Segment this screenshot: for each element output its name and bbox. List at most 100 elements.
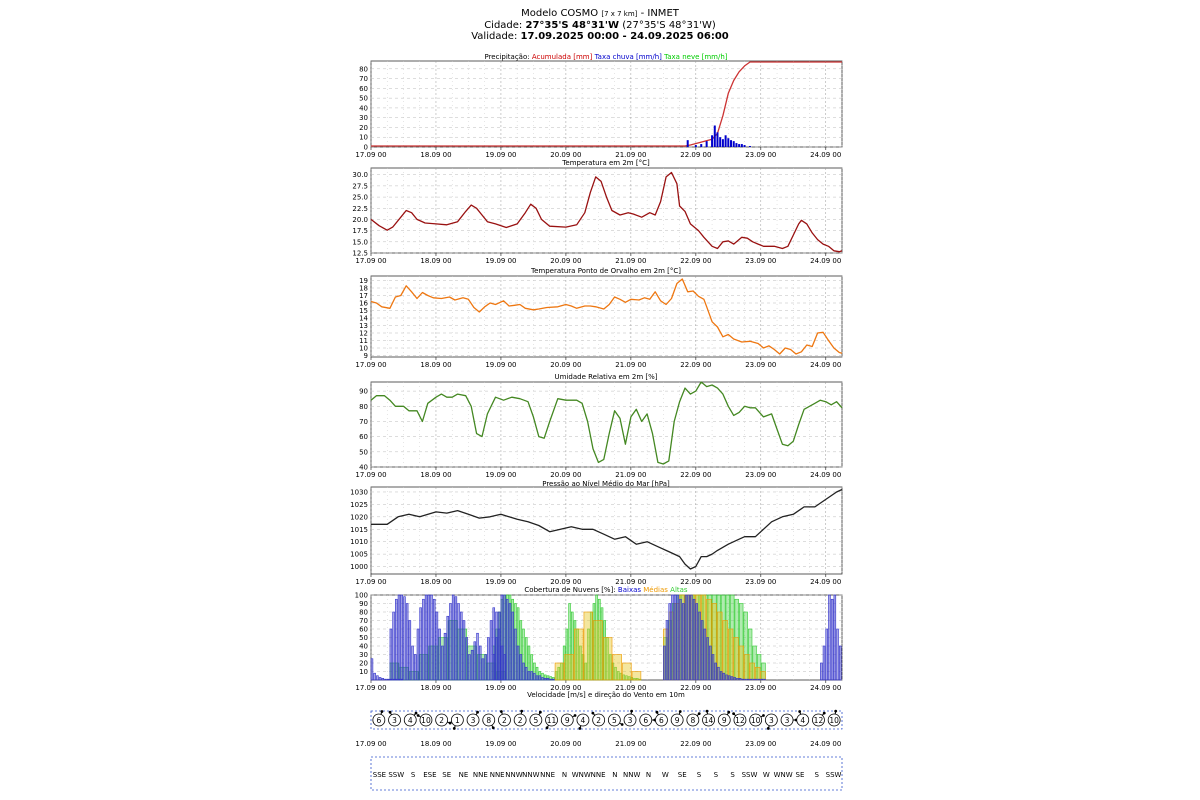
cloud-bar-low (497, 611, 501, 681)
wind-direction-label: NNW (623, 771, 640, 779)
wind-speed-value: 10 (829, 716, 839, 725)
cloud-bar-low (833, 594, 837, 681)
cloud-bar-low (681, 603, 685, 681)
x-tick-label: 23.09 00 (745, 578, 776, 586)
wind-speed-circle (450, 713, 464, 727)
y-tick-label: 80 (359, 403, 368, 411)
wind-direction-label: NNE (591, 771, 606, 779)
panel-dew: Temperatura Ponto de Orvalho em 2m [°C] 9… (355, 267, 843, 369)
plot-area (370, 486, 843, 575)
panel-temp: Temperatura em 2m [°C] 12.5 15.0 17.5 20.0 22… (352, 159, 843, 265)
cloud-bar-mid (612, 654, 622, 681)
cloud-bar-mid (760, 671, 766, 681)
wind-speed-value: 3 (785, 716, 790, 725)
y-tick-label: 25.0 (352, 194, 368, 202)
wind-speed-circle (764, 713, 778, 727)
y-tick-label: 1015 (350, 526, 368, 534)
cloud-bar-low (706, 637, 709, 681)
x-tick-label: 18.09 00 (420, 578, 451, 586)
cloud-bar-low (679, 598, 682, 681)
wind-arrow-head (545, 726, 549, 730)
precip-rate-bar (730, 140, 733, 147)
wind-direction-label: NNW (522, 771, 539, 779)
cloud-bar-low (736, 677, 739, 681)
wind-speed-value: 9 (565, 716, 570, 725)
wind-arrow-head (822, 711, 826, 715)
y-tick-label: 11 (359, 337, 368, 345)
cloud-bar-low (397, 594, 401, 681)
cloud-bar-low (503, 594, 506, 681)
wind-panel: Velocidade [m/s] e direção do Vento em 1… (355, 691, 843, 791)
wind-speed-circle (796, 713, 810, 727)
y-tick-label: 15.0 (352, 238, 368, 246)
cloud-bar-mid (602, 637, 613, 681)
cloud-bar-low (446, 615, 449, 681)
x-tick-label: 19.09 00 (485, 684, 516, 692)
model-name: Modelo COSMO (521, 8, 599, 19)
cloud-bar-mid (574, 628, 584, 681)
y-tick-label: 30 (359, 651, 368, 659)
wind-direction-label: NE (459, 771, 469, 779)
x-tick-label: 22.09 00 (680, 257, 711, 265)
x-tick-label: 22.09 00 (680, 471, 711, 479)
cloud-bar-low (700, 620, 704, 681)
panel-rh: Umidade Relativa em 2m [%] 40 50 60 70 80 90 17… (355, 373, 843, 479)
cloud-bar-low (441, 645, 444, 681)
cloud-bar-mid (722, 620, 728, 681)
x-tick-label: 17.09 00 (355, 578, 386, 586)
city-coordinates-grid: (27°35'S 48°31'W) (622, 20, 716, 31)
wind-direction-label: W (662, 771, 669, 779)
wind-arrow-head (388, 710, 392, 714)
series-line-dew-0 (370, 278, 843, 355)
cloud-bar-mid (733, 637, 739, 681)
cloud-bar-low (473, 641, 477, 681)
wind-arrow-head (448, 721, 452, 725)
wind-arrow-head (520, 709, 524, 713)
x-tick-label: 19.09 00 (485, 361, 516, 369)
cloud-bar-low (492, 654, 496, 681)
cloud-bar-mid (631, 671, 642, 681)
cloud-bar-low (384, 678, 387, 681)
cloud-bar-low (422, 598, 425, 681)
precip-rate-bar (724, 135, 727, 147)
plot-area (370, 60, 843, 148)
wind-direction-label: SSE (373, 771, 386, 779)
wind-direction-label: NNE (473, 771, 488, 779)
cloud-bar-low (500, 594, 504, 681)
wind-direction-label: S (714, 771, 719, 779)
x-tick-label: 20.09 00 (550, 684, 581, 692)
cloud-bar-low (484, 654, 487, 681)
y-tick-label: 50 (359, 634, 368, 642)
cloud-bar-low (373, 672, 376, 681)
y-tick-label: 70 (359, 418, 368, 426)
wind-arrow-head (538, 710, 542, 714)
panel-clouds: Cobertura de Nuvens [%]: Baixas Médias A… (355, 586, 843, 692)
wind-speed-circle (702, 713, 715, 727)
wind-direction-label: NNW (505, 771, 522, 779)
wind-direction-label: SSW (826, 771, 842, 779)
cloud-bar-low (403, 596, 406, 681)
wind-speed-circle (592, 713, 606, 727)
cloud-bar-low (692, 598, 696, 681)
y-tick-label: 19 (359, 277, 368, 285)
wind-speed-value: 1 (455, 716, 460, 725)
x-tick-label: 20.09 00 (550, 578, 581, 586)
precip-rate-bar (719, 137, 722, 147)
wind-arrow-head (573, 714, 577, 717)
cloud-bar-low (381, 677, 385, 681)
x-tick-label: 22.09 00 (680, 151, 711, 159)
precip-rate-bar (713, 125, 716, 147)
wind-arrow-head (834, 709, 838, 713)
cloud-bar-low (416, 628, 420, 681)
wind-speed-circle (670, 713, 684, 727)
cloud-bar-low (541, 677, 544, 681)
cloud-bar-low (733, 677, 736, 681)
wind-speed-value: 2 (439, 716, 444, 725)
cloud-bar-mid (738, 645, 745, 681)
x-tick-label: 18.09 00 (420, 471, 451, 479)
wind-direction-label: N (612, 771, 617, 779)
wind-arrow-head (697, 712, 701, 716)
y-tick-label: 20 (359, 660, 368, 668)
panel-title-part-0: Cobertura de Nuvens [%]: (524, 586, 617, 594)
